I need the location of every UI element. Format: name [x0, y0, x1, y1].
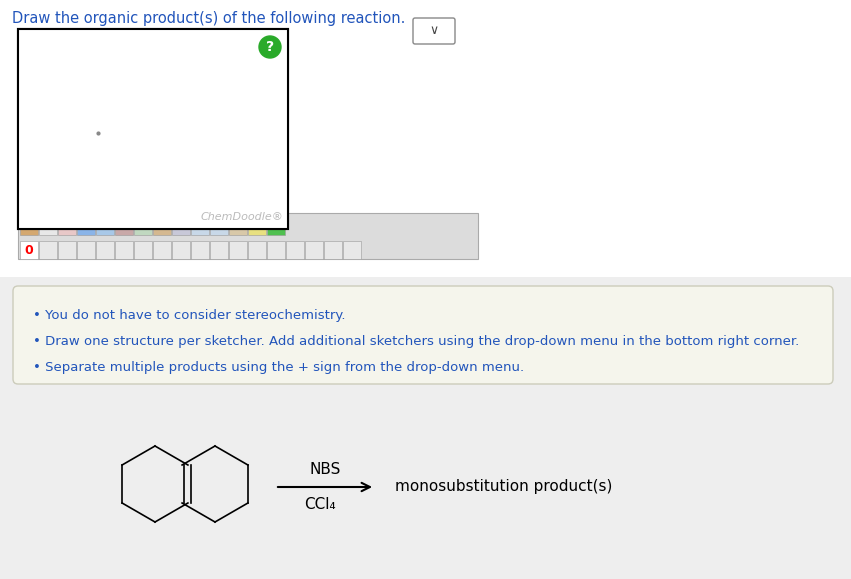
Bar — [229, 217, 247, 235]
Bar — [58, 217, 76, 235]
Text: • You do not have to consider stereochemistry.: • You do not have to consider stereochem… — [33, 309, 346, 322]
Text: monosubstitution product(s): monosubstitution product(s) — [395, 479, 613, 494]
Bar — [267, 217, 285, 235]
Bar — [172, 241, 190, 259]
Bar — [20, 241, 38, 259]
Bar — [39, 241, 57, 259]
Bar — [210, 241, 228, 259]
Text: • Draw one structure per sketcher. Add additional sketchers using the drop-down : • Draw one structure per sketcher. Add a… — [33, 335, 799, 348]
Bar — [172, 217, 190, 235]
FancyBboxPatch shape — [413, 18, 455, 44]
Bar — [18, 29, 288, 229]
Bar — [305, 241, 323, 259]
Bar — [210, 217, 228, 235]
Bar — [0, 277, 851, 579]
Bar — [134, 217, 152, 235]
Bar — [191, 241, 209, 259]
Bar — [115, 241, 133, 259]
Text: • Separate multiple products using the + sign from the drop-down menu.: • Separate multiple products using the +… — [33, 361, 524, 374]
Bar — [248, 217, 266, 235]
Bar — [18, 29, 288, 229]
Bar — [96, 217, 114, 235]
Circle shape — [259, 36, 281, 58]
Bar — [324, 241, 342, 259]
Bar — [153, 241, 171, 259]
Bar — [77, 241, 95, 259]
Text: ChemDoodle®: ChemDoodle® — [200, 212, 283, 222]
Bar — [229, 241, 247, 259]
Text: ∨: ∨ — [430, 24, 438, 38]
Bar — [134, 241, 152, 259]
Bar — [115, 217, 133, 235]
Text: 0: 0 — [25, 244, 33, 256]
Text: Draw the organic product(s) of the following reaction.: Draw the organic product(s) of the follo… — [12, 11, 405, 26]
Bar — [153, 217, 171, 235]
Bar — [58, 241, 76, 259]
Text: ?: ? — [266, 40, 274, 54]
Text: NBS: NBS — [309, 462, 340, 477]
Bar — [248, 241, 266, 259]
Bar — [343, 241, 361, 259]
Bar — [18, 213, 478, 259]
Bar — [20, 217, 38, 235]
Bar — [191, 217, 209, 235]
Bar — [286, 241, 304, 259]
Bar — [267, 241, 285, 259]
Bar — [96, 241, 114, 259]
Bar — [39, 217, 57, 235]
Bar — [77, 217, 95, 235]
Text: CCl₄: CCl₄ — [304, 497, 336, 512]
FancyBboxPatch shape — [13, 286, 833, 384]
